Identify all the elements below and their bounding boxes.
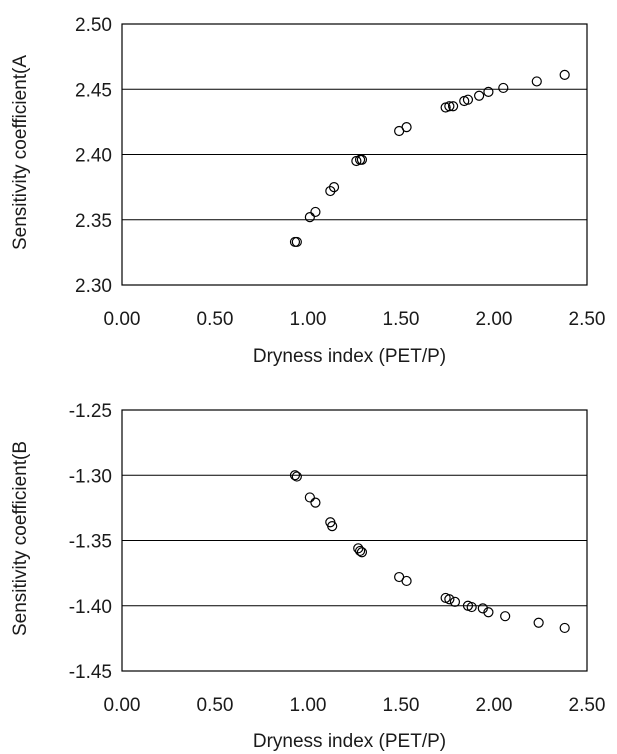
data-point [310,497,321,508]
x-tick-label: 2.50 [569,695,606,716]
x-tick-label: 0.00 [104,695,141,716]
y-tick-label: 2.45 [75,80,112,101]
data-point [356,154,368,165]
data-point [466,601,477,613]
y-tick-label: -1.40 [69,597,112,618]
data-point [559,622,570,634]
data-point [304,212,315,223]
x-axis-title: Dryness index (PET/P) [253,731,446,752]
data-point [444,101,455,112]
data-point [304,492,315,503]
data-point [327,521,338,532]
data-point [500,611,511,622]
x-tick-label: 2.50 [569,309,606,330]
x-tick-label: 2.00 [476,695,513,716]
data-point [356,547,368,558]
chart-panel-2: -1.25 -1.30 -1.35 -1.40 -1.45 0.00 0.50 1.00 1.5… [10,401,605,752]
data-point [447,101,459,112]
y-axis-title: Sensitivity coefficient(B [10,441,31,636]
x-tick-label: 2.00 [476,309,513,330]
x-axis-title: Dryness index (PET/P) [253,346,446,367]
data-point [449,596,461,607]
y-tick-label: -1.45 [69,662,112,683]
data-point [310,206,321,218]
x-tick-label: 1.00 [290,309,327,330]
x-tick-label: 0.50 [197,309,234,330]
data-point [498,82,509,94]
plot-area [121,409,588,672]
data-point [531,76,542,87]
y-tick-label: 2.35 [75,211,112,232]
data-point [401,575,412,587]
data-point [474,90,485,101]
data-point [328,182,340,193]
x-tick-label: 1.50 [383,695,420,716]
data-point [444,594,455,605]
y-tick-label: -1.30 [69,466,112,487]
data-point [533,617,544,628]
chart-panel-1: 2.50 2.45 2.40 2.35 2.30 0.00 0.50 1.00 1.50 2.00… [10,15,605,367]
y-tick-label: 2.30 [75,276,112,297]
x-tick-label: 0.00 [104,309,141,330]
data-point [291,236,302,248]
plot-area [121,23,588,286]
data-point [401,121,412,133]
data-point [483,86,494,97]
x-tick-label: 0.50 [197,695,234,716]
data-point [483,607,494,618]
y-tick-label: -1.25 [69,401,112,422]
y-tick-label: 2.40 [75,146,112,167]
y-tick-label: -1.35 [69,532,112,553]
y-axis-title: Sensitivity coefficient(A [10,55,31,250]
data-point [462,94,474,105]
data-point [559,69,570,80]
y-tick-label: 2.50 [75,15,112,36]
data-point [354,545,366,557]
data-point [289,470,301,481]
data-point [291,471,302,482]
x-tick-label: 1.50 [383,309,420,330]
x-tick-label: 1.00 [290,695,327,716]
